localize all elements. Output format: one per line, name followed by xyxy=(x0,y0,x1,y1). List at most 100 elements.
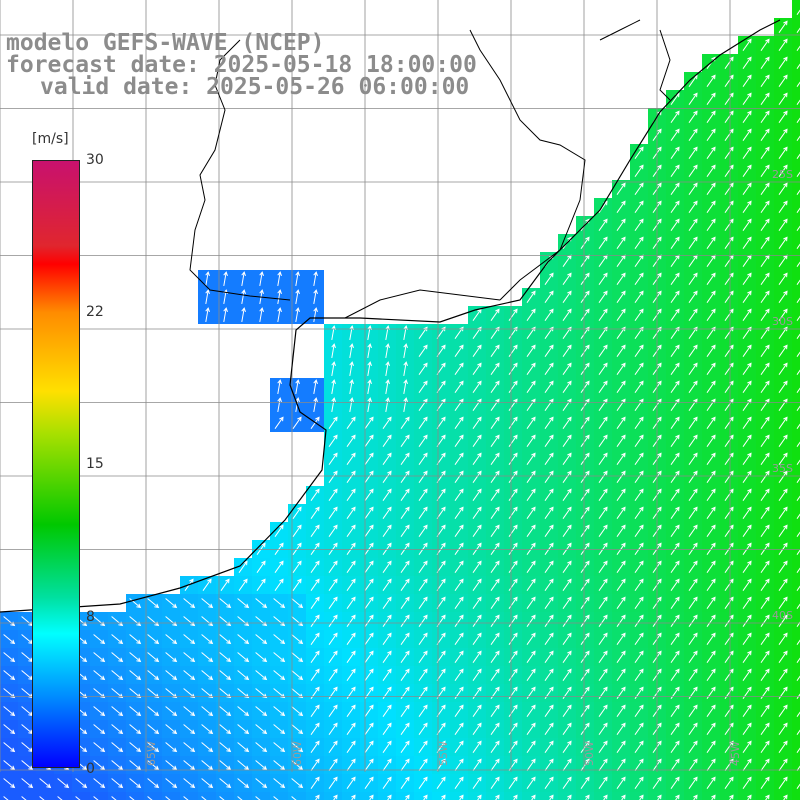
wind-vector-arrow xyxy=(331,361,336,376)
wind-vector-arrow xyxy=(418,380,428,393)
wind-vector-arrow xyxy=(670,200,680,213)
wind-vector-arrow xyxy=(508,578,518,591)
wind-vector-arrow xyxy=(400,776,410,789)
wind-vector-arrow xyxy=(796,549,800,555)
wind-vector-arrow xyxy=(526,704,536,717)
wind-vector-arrow xyxy=(274,560,284,573)
wind-vector-arrow xyxy=(706,200,716,213)
wind-vector-arrow xyxy=(621,794,626,800)
wind-vector-arrow xyxy=(165,706,178,717)
wind-vector-arrow xyxy=(508,344,518,357)
wind-vector-arrow xyxy=(183,652,196,663)
wind-vector-arrow xyxy=(616,416,626,429)
wind-vector-arrow xyxy=(688,776,698,789)
wind-vector-arrow xyxy=(634,668,644,681)
wind-vector-arrow xyxy=(382,578,392,591)
wind-vector-arrow xyxy=(724,524,734,537)
wind-vector-arrow xyxy=(273,652,286,663)
wind-vector-arrow xyxy=(670,452,680,465)
wind-vector-arrow xyxy=(760,164,770,177)
wind-vector-arrow xyxy=(418,596,428,609)
wind-vector-arrow xyxy=(598,380,608,393)
wind-vector-arrow xyxy=(670,596,680,609)
wind-vector-arrow xyxy=(310,632,320,645)
wind-vector-arrow xyxy=(706,524,716,537)
wind-vector-arrow xyxy=(796,351,800,357)
wind-vector-arrow xyxy=(598,578,608,591)
wind-vector-arrow xyxy=(580,524,590,537)
wind-vector-arrow xyxy=(796,279,800,285)
wind-vector-arrow xyxy=(706,722,716,735)
wind-vector-arrow xyxy=(201,760,214,771)
wind-vector-arrow xyxy=(400,560,410,573)
wind-vector-arrow xyxy=(490,470,500,483)
wind-vector-arrow xyxy=(255,778,268,789)
wind-vector-arrow xyxy=(544,560,554,573)
wind-vector-arrow xyxy=(223,271,228,286)
wind-vector-arrow xyxy=(454,452,464,465)
wind-vector-arrow xyxy=(760,344,770,357)
wind-vector-arrow xyxy=(598,470,608,483)
wind-vector-arrow xyxy=(490,578,500,591)
wind-vector-arrow xyxy=(382,596,392,609)
wind-speed-cell xyxy=(612,792,630,800)
wind-vector-arrow xyxy=(742,128,752,141)
wind-vector-arrow xyxy=(796,603,800,609)
wind-vector-arrow xyxy=(580,614,590,627)
wind-vector-arrow xyxy=(706,506,716,519)
wind-vector-arrow xyxy=(201,634,214,645)
wind-vector-arrow xyxy=(670,146,680,159)
wind-vector-arrow xyxy=(778,614,788,627)
wind-vector-arrow xyxy=(490,398,500,411)
wind-vector-arrow xyxy=(129,778,142,789)
wind-vector-arrow xyxy=(778,668,788,681)
wind-vector-arrow xyxy=(291,706,304,717)
wind-vector-arrow xyxy=(742,218,752,231)
wind-vector-arrow xyxy=(616,506,626,519)
wind-vector-arrow xyxy=(454,542,464,555)
wind-vector-arrow xyxy=(364,524,374,537)
wind-vector-arrow xyxy=(760,128,770,141)
wind-vector-arrow xyxy=(129,742,142,753)
wind-vector-arrow xyxy=(328,452,338,465)
wind-speed-cell xyxy=(216,792,234,800)
wind-vector-arrow xyxy=(598,722,608,735)
wind-vector-arrow xyxy=(201,598,214,609)
wind-vector-arrow xyxy=(472,434,482,447)
wind-vector-arrow xyxy=(129,652,142,663)
wind-vector-arrow xyxy=(760,560,770,573)
wind-vector-arrow xyxy=(670,470,680,483)
wind-vector-arrow xyxy=(328,506,338,519)
wind-vector-arrow xyxy=(562,614,572,627)
wind-speed-cell xyxy=(324,792,342,800)
wind-vector-arrow xyxy=(580,416,590,429)
wind-vector-arrow xyxy=(328,434,338,447)
wind-vector-arrow xyxy=(238,578,248,591)
wind-vector-arrow xyxy=(454,524,464,537)
wind-vector-arrow xyxy=(778,506,788,519)
wind-vector-arrow xyxy=(670,524,680,537)
wind-speed-cell xyxy=(792,396,800,414)
wind-vector-arrow xyxy=(724,218,734,231)
wind-vector-arrow xyxy=(760,182,770,195)
wind-vector-arrow xyxy=(310,650,320,663)
wind-vector-arrow xyxy=(688,578,698,591)
wind-vector-arrow xyxy=(472,362,482,375)
wind-vector-arrow xyxy=(706,380,716,393)
wind-speed-cell xyxy=(792,414,800,432)
wind-vector-arrow xyxy=(796,657,800,663)
wind-vector-arrow xyxy=(706,290,716,303)
wind-vector-arrow xyxy=(313,271,318,286)
wind-vector-arrow xyxy=(706,164,716,177)
latitude-label: 40S xyxy=(772,609,793,622)
wind-vector-arrow xyxy=(526,758,536,771)
wind-vector-arrow xyxy=(778,236,788,249)
wind-vector-arrow xyxy=(544,416,554,429)
wind-vector-arrow xyxy=(796,621,800,627)
wind-vector-arrow xyxy=(598,416,608,429)
wind-vector-arrow xyxy=(688,722,698,735)
wind-vector-arrow xyxy=(760,578,770,591)
wind-vector-arrow xyxy=(147,670,160,681)
wind-vector-arrow xyxy=(183,778,196,789)
wind-vector-arrow xyxy=(598,218,608,231)
